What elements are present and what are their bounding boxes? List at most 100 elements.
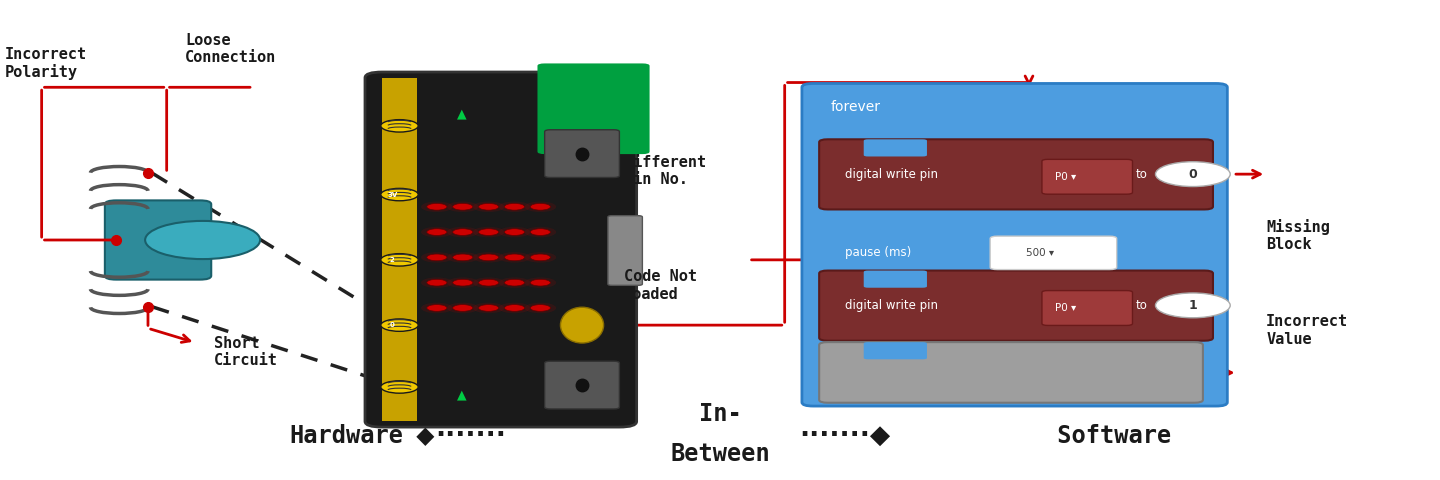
Text: ◆: ◆ [408, 424, 435, 448]
Circle shape [426, 305, 446, 312]
Circle shape [524, 277, 556, 288]
Circle shape [420, 227, 452, 237]
Circle shape [380, 319, 418, 331]
FancyBboxPatch shape [544, 130, 619, 178]
Circle shape [145, 221, 261, 259]
Text: Loose
Connection: Loose Connection [186, 33, 276, 65]
Circle shape [426, 204, 446, 210]
Circle shape [498, 252, 530, 263]
FancyBboxPatch shape [991, 236, 1116, 270]
Circle shape [530, 254, 550, 261]
Circle shape [420, 252, 452, 263]
Circle shape [530, 279, 550, 286]
Text: 500 ▾: 500 ▾ [1027, 248, 1054, 258]
Circle shape [524, 202, 556, 212]
Circle shape [504, 229, 524, 235]
Circle shape [504, 305, 524, 312]
Circle shape [478, 204, 498, 210]
Text: pause (ms): pause (ms) [845, 246, 912, 259]
Text: 3V: 3V [387, 192, 397, 198]
Text: digital write pin: digital write pin [845, 299, 937, 312]
Bar [382, 78, 416, 421]
FancyBboxPatch shape [1043, 159, 1132, 194]
Text: P0 ▾: P0 ▾ [1056, 303, 1076, 313]
Text: 2: 2 [390, 257, 395, 263]
Text: 0: 0 [390, 322, 395, 328]
Circle shape [380, 120, 418, 132]
Circle shape [504, 254, 524, 261]
FancyBboxPatch shape [819, 139, 1212, 209]
Text: Incorrect
Value: Incorrect Value [1266, 314, 1348, 347]
Text: Code Not
Loaded: Code Not Loaded [624, 269, 697, 301]
Circle shape [452, 204, 472, 210]
Text: ▲: ▲ [456, 107, 467, 120]
FancyBboxPatch shape [105, 200, 212, 280]
Text: Short
Circuit: Short Circuit [215, 336, 278, 368]
Text: ·······: ······· [435, 423, 507, 449]
Circle shape [472, 277, 504, 288]
Circle shape [452, 279, 472, 286]
Circle shape [1155, 293, 1230, 318]
Circle shape [380, 188, 418, 201]
Circle shape [524, 303, 556, 313]
Circle shape [498, 227, 530, 237]
Text: 0: 0 [1188, 168, 1197, 180]
Text: Between: Between [670, 442, 770, 466]
Circle shape [498, 202, 530, 212]
Circle shape [504, 279, 524, 286]
Circle shape [446, 227, 478, 237]
Circle shape [472, 303, 504, 313]
Circle shape [452, 229, 472, 235]
Circle shape [472, 227, 504, 237]
Circle shape [524, 227, 556, 237]
Circle shape [446, 303, 478, 313]
Circle shape [530, 204, 550, 210]
Circle shape [452, 254, 472, 261]
Circle shape [420, 277, 452, 288]
Circle shape [446, 202, 478, 212]
Circle shape [498, 303, 530, 313]
Circle shape [446, 277, 478, 288]
Text: digital write pin: digital write pin [845, 168, 937, 180]
FancyBboxPatch shape [802, 84, 1227, 406]
Circle shape [530, 305, 550, 312]
Circle shape [530, 229, 550, 235]
Circle shape [472, 252, 504, 263]
Text: Software: Software [1044, 424, 1172, 448]
Text: In-: In- [698, 402, 742, 426]
FancyBboxPatch shape [819, 342, 1202, 403]
Circle shape [478, 305, 498, 312]
Circle shape [426, 254, 446, 261]
Circle shape [426, 279, 446, 286]
FancyBboxPatch shape [544, 361, 619, 409]
Text: Different
Pin No.: Different Pin No. [624, 155, 706, 187]
Circle shape [498, 277, 530, 288]
Text: P0 ▾: P0 ▾ [1056, 171, 1076, 181]
Text: forever: forever [831, 100, 881, 114]
Text: to: to [1135, 168, 1148, 180]
Text: Missing
Block: Missing Block [1266, 218, 1331, 252]
FancyBboxPatch shape [364, 72, 636, 427]
Circle shape [524, 252, 556, 263]
FancyBboxPatch shape [864, 139, 927, 156]
Circle shape [478, 279, 498, 286]
Text: ▲: ▲ [456, 389, 467, 402]
Text: to: to [1135, 299, 1148, 312]
FancyBboxPatch shape [608, 216, 642, 285]
FancyBboxPatch shape [864, 271, 927, 288]
FancyBboxPatch shape [819, 271, 1212, 341]
Circle shape [472, 202, 504, 212]
Circle shape [446, 252, 478, 263]
FancyBboxPatch shape [537, 63, 649, 154]
Circle shape [380, 253, 418, 266]
Circle shape [504, 204, 524, 210]
FancyBboxPatch shape [1043, 290, 1132, 325]
FancyBboxPatch shape [864, 342, 927, 360]
Circle shape [452, 305, 472, 312]
Ellipse shape [560, 307, 603, 343]
Circle shape [426, 229, 446, 235]
Circle shape [420, 202, 452, 212]
Circle shape [478, 229, 498, 235]
Text: Incorrect
Polarity: Incorrect Polarity [4, 47, 86, 80]
Text: ·······◆: ·······◆ [799, 423, 890, 449]
